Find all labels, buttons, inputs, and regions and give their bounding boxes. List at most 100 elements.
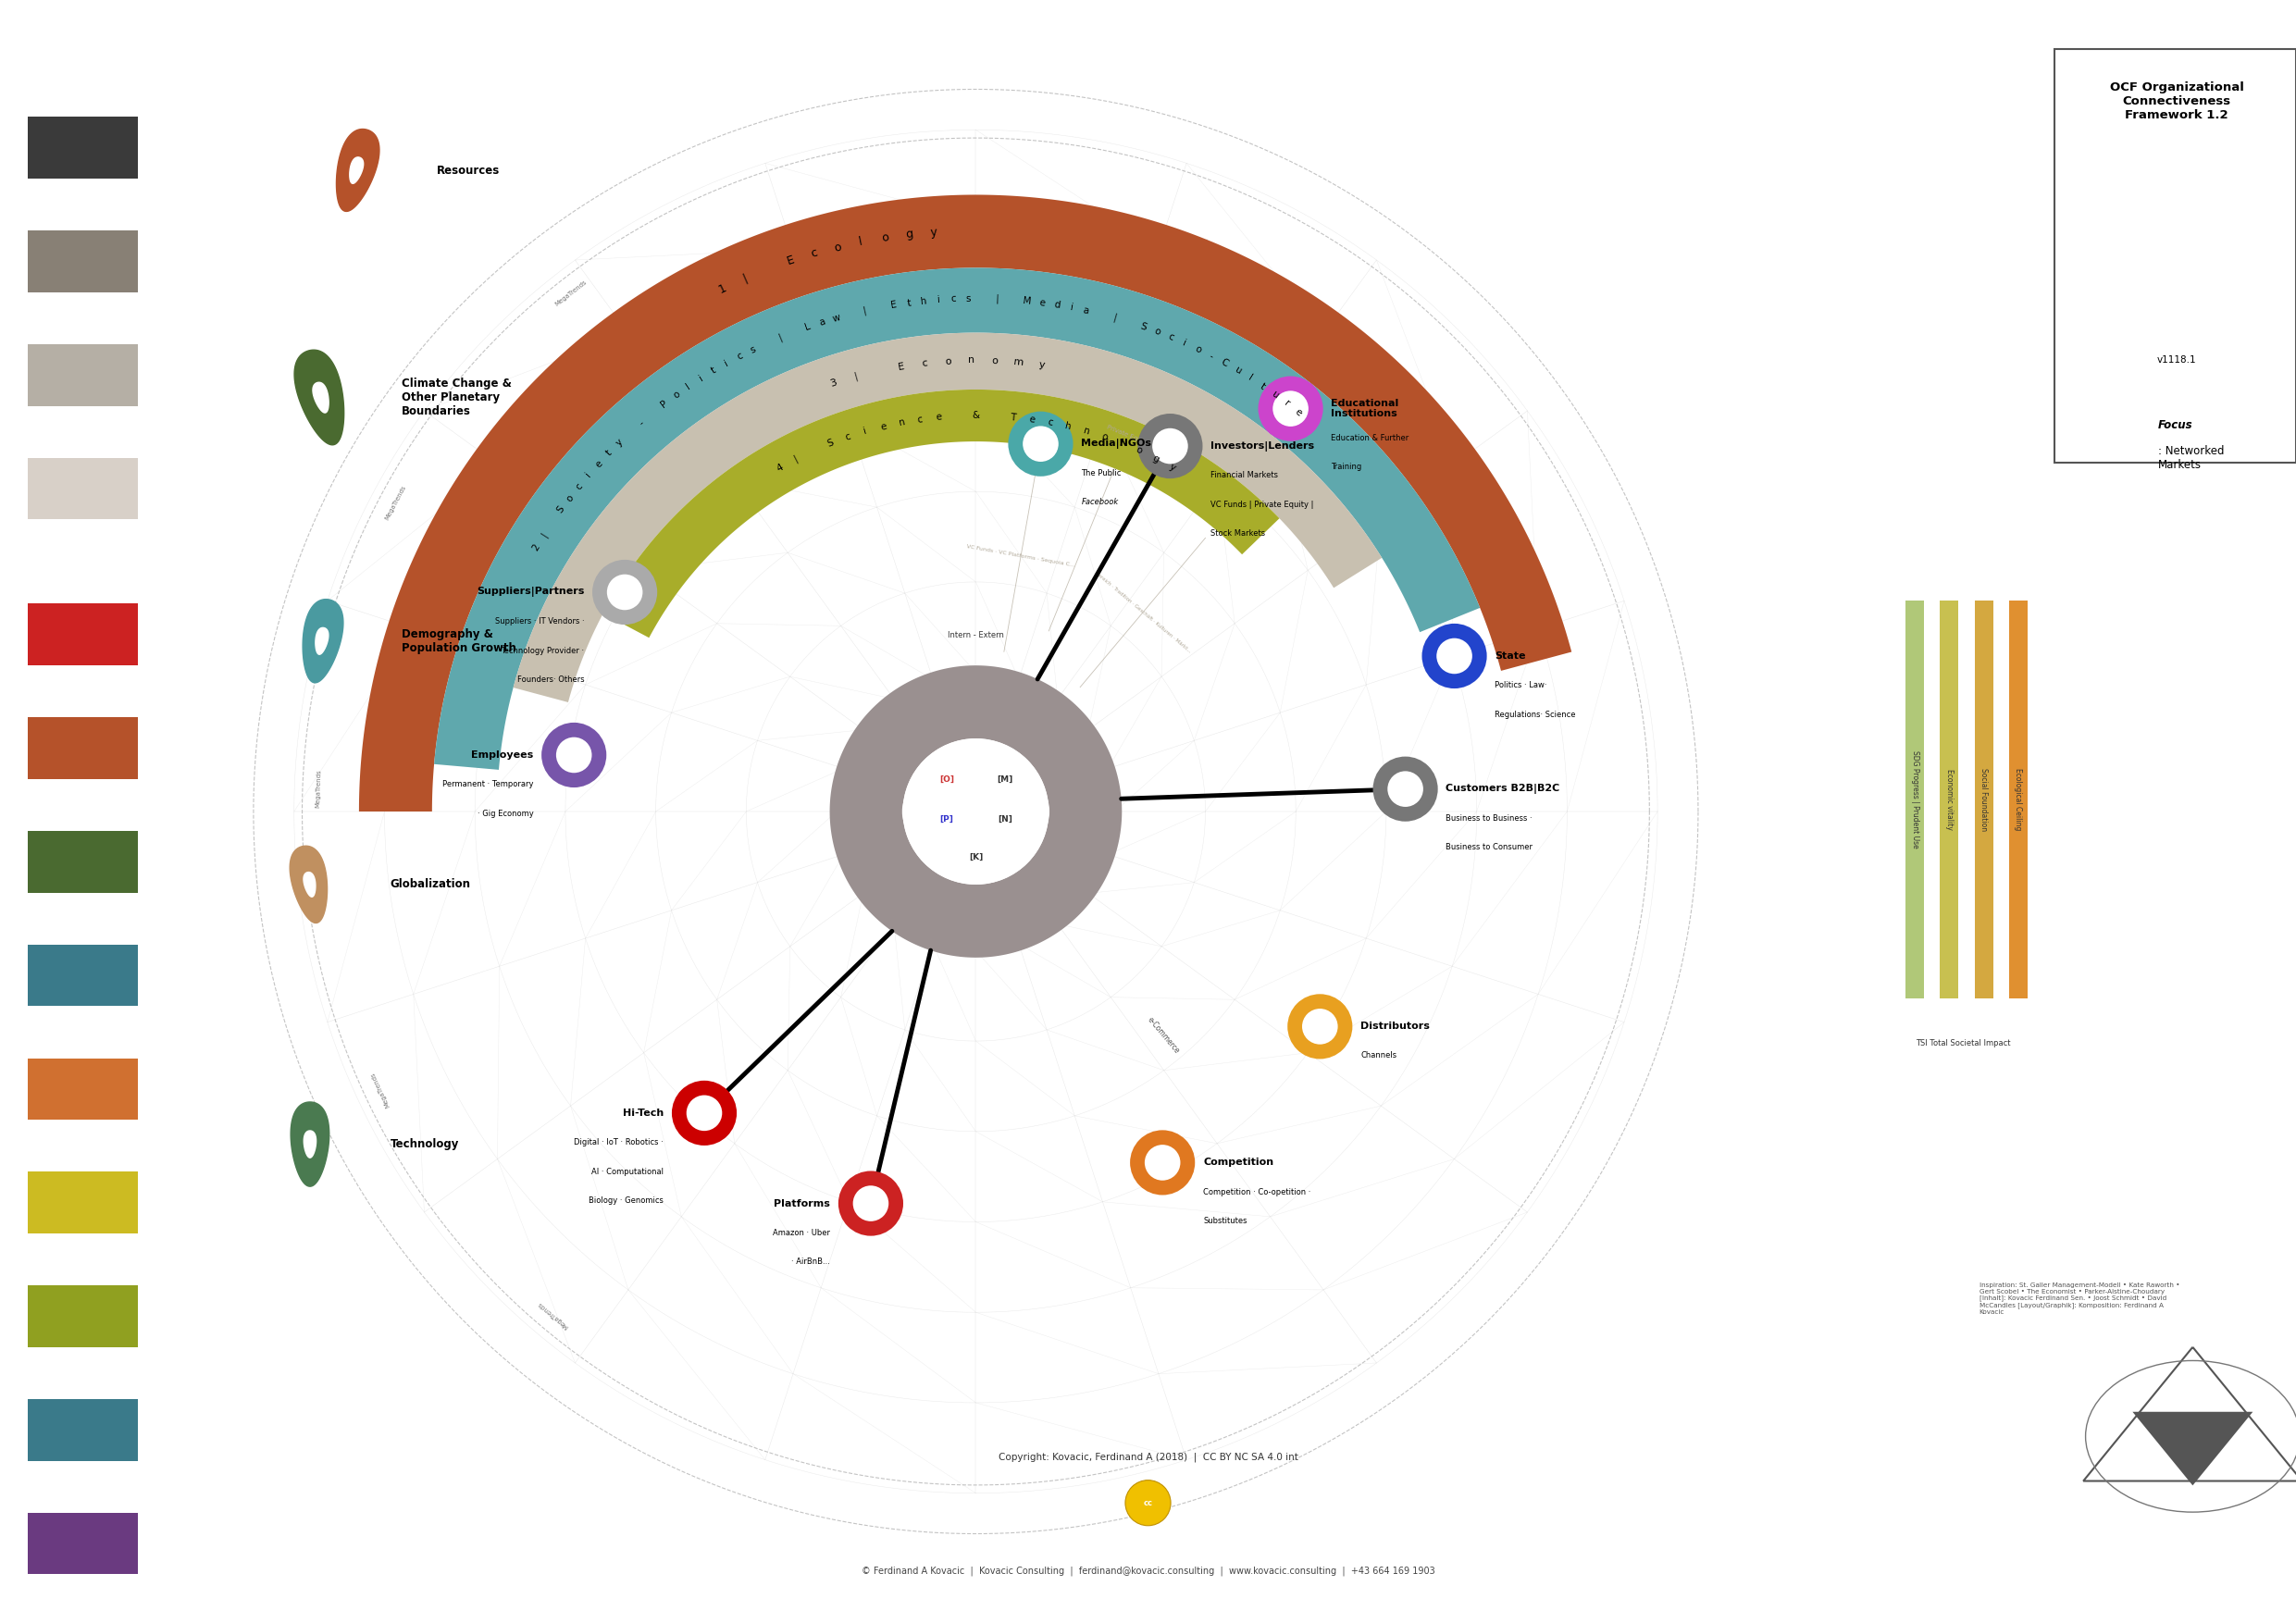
Text: SDG Progress | Prudent Use: SDG Progress | Prudent Use bbox=[1910, 750, 1919, 849]
Ellipse shape bbox=[556, 737, 592, 773]
Text: Social Foundation: Social Foundation bbox=[1979, 768, 1988, 831]
Text: [O]: [O] bbox=[939, 774, 953, 784]
Ellipse shape bbox=[1008, 411, 1072, 476]
Text: e: e bbox=[1293, 407, 1304, 419]
Bar bbox=[28, 1172, 138, 1233]
Text: |: | bbox=[776, 333, 783, 342]
Bar bbox=[28, 1399, 138, 1461]
Ellipse shape bbox=[592, 560, 657, 625]
Polygon shape bbox=[303, 872, 315, 898]
Text: 2: 2 bbox=[530, 542, 542, 552]
Text: o: o bbox=[944, 357, 951, 365]
Circle shape bbox=[902, 760, 1049, 863]
Text: Regulations· Science: Regulations· Science bbox=[1495, 711, 1575, 719]
Text: l: l bbox=[684, 381, 693, 391]
Text: c: c bbox=[921, 359, 928, 368]
Text: g: g bbox=[905, 227, 914, 240]
Text: VC Funds · VC Platforms · Sequoia C...: VC Funds · VC Platforms · Sequoia C... bbox=[967, 544, 1075, 568]
Text: s: s bbox=[748, 344, 758, 355]
Text: a: a bbox=[817, 316, 827, 328]
Polygon shape bbox=[315, 628, 328, 654]
Ellipse shape bbox=[838, 1170, 902, 1235]
Text: c: c bbox=[808, 247, 817, 260]
Text: |: | bbox=[1111, 313, 1118, 323]
Bar bbox=[28, 1058, 138, 1120]
Ellipse shape bbox=[1387, 771, 1424, 807]
Text: e: e bbox=[1029, 414, 1035, 425]
Text: t: t bbox=[604, 448, 613, 458]
Polygon shape bbox=[294, 351, 344, 445]
Text: -: - bbox=[636, 419, 645, 427]
Text: c: c bbox=[735, 351, 744, 362]
Text: [N]: [N] bbox=[999, 815, 1013, 824]
Text: v1118.1: v1118.1 bbox=[2156, 355, 2197, 365]
Text: Facebook: Facebook bbox=[1081, 498, 1118, 506]
Text: M: M bbox=[1022, 297, 1031, 307]
Text: g: g bbox=[1150, 453, 1159, 464]
Bar bbox=[1940, 601, 1958, 998]
Text: L: L bbox=[804, 321, 813, 333]
Text: w: w bbox=[831, 313, 840, 323]
Text: MegaTrends: MegaTrends bbox=[383, 485, 406, 521]
Ellipse shape bbox=[673, 1081, 737, 1146]
Ellipse shape bbox=[1437, 638, 1472, 674]
Text: u: u bbox=[1233, 365, 1242, 377]
Text: S: S bbox=[556, 505, 567, 514]
Ellipse shape bbox=[1258, 377, 1322, 441]
Text: h: h bbox=[921, 297, 928, 307]
Text: E: E bbox=[891, 300, 898, 310]
Text: Technology: Technology bbox=[390, 1138, 459, 1151]
Text: Financial Markets: Financial Markets bbox=[1210, 471, 1279, 479]
Text: Founders· Others: Founders· Others bbox=[517, 675, 583, 683]
Text: Demography &
Population Growth: Demography & Population Growth bbox=[402, 628, 517, 654]
Text: i: i bbox=[1182, 338, 1187, 347]
Text: l: l bbox=[1118, 438, 1125, 448]
Bar bbox=[28, 604, 138, 665]
Text: m: m bbox=[1013, 357, 1024, 367]
Text: Amazon · Uber: Amazon · Uber bbox=[774, 1229, 831, 1237]
Text: o: o bbox=[992, 355, 999, 365]
Text: Distributors: Distributors bbox=[1362, 1022, 1430, 1031]
Text: : Networked
Markets: : Networked Markets bbox=[2158, 445, 2225, 471]
Text: o: o bbox=[1153, 326, 1162, 338]
Text: Channels: Channels bbox=[1362, 1052, 1396, 1060]
Polygon shape bbox=[303, 599, 342, 683]
Text: &: & bbox=[971, 411, 980, 420]
Text: -: - bbox=[1208, 351, 1215, 360]
Text: c: c bbox=[951, 294, 955, 304]
Text: i: i bbox=[723, 359, 730, 368]
Text: Education & Further: Education & Further bbox=[1332, 433, 1410, 441]
Text: 3: 3 bbox=[829, 378, 838, 390]
Polygon shape bbox=[829, 665, 1123, 958]
Text: Customers B2B|B2C: Customers B2B|B2C bbox=[1446, 784, 1559, 794]
Polygon shape bbox=[289, 846, 328, 923]
Text: · AirBnB...: · AirBnB... bbox=[792, 1258, 831, 1266]
Ellipse shape bbox=[1125, 1480, 1171, 1526]
Text: 1: 1 bbox=[716, 281, 728, 295]
Polygon shape bbox=[514, 333, 1382, 703]
Text: Suppliers|Partners: Suppliers|Partners bbox=[478, 588, 583, 597]
Text: Stock Markets: Stock Markets bbox=[1210, 529, 1265, 537]
Text: Globalization: Globalization bbox=[390, 878, 471, 891]
Text: Copyright: Kovacic, Ferdinand A (2018)  |  CC BY NC SA 4.0 int: Copyright: Kovacic, Ferdinand A (2018) |… bbox=[999, 1453, 1297, 1462]
Text: n: n bbox=[898, 417, 905, 427]
Bar bbox=[28, 717, 138, 779]
Text: T: T bbox=[1010, 412, 1017, 422]
Text: c: c bbox=[843, 432, 852, 441]
Text: © Ferdinand A Kovacic  |  Kovacic Consulting  |  ferdinand@kovacic.consulting  |: © Ferdinand A Kovacic | Kovacic Consulti… bbox=[861, 1566, 1435, 1576]
Text: Intern - Extern: Intern - Extern bbox=[948, 631, 1003, 639]
Text: |: | bbox=[852, 372, 859, 381]
Text: Economic vitality: Economic vitality bbox=[1945, 769, 1954, 829]
Ellipse shape bbox=[1421, 623, 1488, 688]
Text: [P]: [P] bbox=[939, 815, 953, 824]
Polygon shape bbox=[604, 390, 1279, 638]
Text: Platforms: Platforms bbox=[774, 1199, 831, 1208]
Text: l: l bbox=[859, 235, 863, 248]
Text: Investors|Lenders: Investors|Lenders bbox=[1210, 441, 1316, 451]
Text: o: o bbox=[670, 390, 682, 401]
Text: MegaTrends: MegaTrends bbox=[537, 1300, 569, 1329]
Text: Training: Training bbox=[1332, 463, 1362, 471]
Text: h: h bbox=[1065, 422, 1072, 432]
Text: Bereich · Tradition · Geschäft · Kulturen · Märkt...: Bereich · Tradition · Geschäft · Kulture… bbox=[1093, 571, 1192, 654]
Text: Resources: Resources bbox=[436, 164, 501, 177]
